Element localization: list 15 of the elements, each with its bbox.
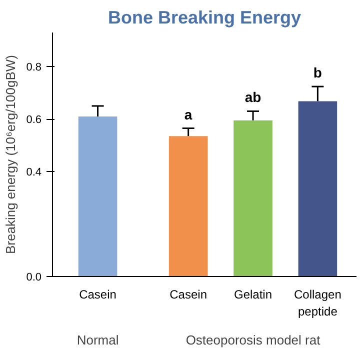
y-tick-label: 0.8 xyxy=(26,62,42,74)
x-tick-label: Casein xyxy=(79,288,116,302)
data-label: ab xyxy=(244,89,262,106)
y-tick-label: 0.6 xyxy=(26,114,42,126)
data-label: a xyxy=(184,106,192,122)
chart-title: Bone Breaking Energy xyxy=(108,8,302,28)
y-tick-label: 0.0 xyxy=(26,272,42,284)
text: Osteoporosis model rat xyxy=(186,332,321,348)
data-label: b xyxy=(313,64,322,81)
y-tick-label: 0.4 xyxy=(26,166,42,179)
y-axis-title: Breaking energy (10⁶erg/100gBW) xyxy=(3,54,18,254)
x-tick-label: Collagen peptide xyxy=(294,288,342,318)
x-tick-label: Gelatin xyxy=(234,288,272,302)
x-tick-label: Casein xyxy=(170,288,208,302)
text: Normal xyxy=(76,332,119,348)
